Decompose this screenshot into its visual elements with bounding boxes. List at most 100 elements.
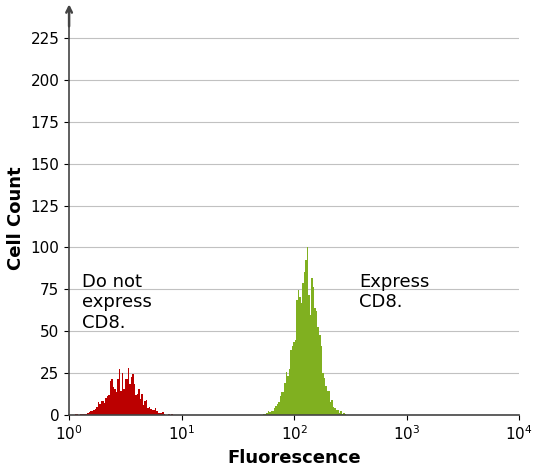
Bar xyxy=(164,413,165,415)
Bar xyxy=(89,412,90,415)
Bar xyxy=(129,384,131,415)
Bar xyxy=(262,414,264,415)
Bar xyxy=(111,379,113,415)
Bar xyxy=(93,410,94,415)
Bar xyxy=(172,414,173,415)
Bar xyxy=(333,407,334,415)
Bar xyxy=(144,401,146,415)
Bar xyxy=(308,295,310,415)
Bar xyxy=(128,368,129,415)
Bar xyxy=(75,414,77,415)
X-axis label: Fluorescence: Fluorescence xyxy=(227,449,361,467)
Bar xyxy=(293,342,295,415)
Bar xyxy=(285,383,286,415)
Bar xyxy=(342,414,343,415)
Bar xyxy=(295,340,296,415)
Bar xyxy=(327,391,328,415)
Bar xyxy=(322,374,323,415)
Bar xyxy=(302,283,304,415)
Bar xyxy=(123,389,125,415)
Bar xyxy=(340,411,342,415)
Bar xyxy=(316,311,318,415)
Bar xyxy=(274,408,275,415)
Bar xyxy=(117,379,119,415)
Bar xyxy=(108,395,110,415)
Bar xyxy=(310,315,312,415)
Bar xyxy=(277,404,278,415)
Bar xyxy=(132,374,134,415)
Y-axis label: Cell Count: Cell Count xyxy=(7,166,25,270)
Bar xyxy=(299,297,301,415)
Bar xyxy=(126,379,128,415)
Bar xyxy=(319,336,321,415)
Bar xyxy=(151,410,152,415)
Bar xyxy=(314,308,316,415)
Bar xyxy=(107,396,108,415)
Text: Do not
express
CD8.: Do not express CD8. xyxy=(82,273,152,332)
Bar xyxy=(92,411,93,415)
Bar xyxy=(83,413,84,415)
Bar xyxy=(334,408,335,415)
Bar xyxy=(159,413,161,415)
Bar xyxy=(301,302,302,415)
Bar xyxy=(264,414,265,415)
Bar xyxy=(153,410,155,415)
Bar xyxy=(345,414,346,415)
Bar xyxy=(84,414,86,415)
Bar xyxy=(292,346,293,415)
Bar xyxy=(287,376,289,415)
Bar xyxy=(275,406,277,415)
Bar xyxy=(116,392,117,415)
Bar xyxy=(289,369,291,415)
Bar xyxy=(122,373,123,415)
Bar xyxy=(136,395,137,415)
Bar xyxy=(94,409,96,415)
Bar xyxy=(110,381,111,415)
Bar xyxy=(271,410,272,415)
Bar xyxy=(168,414,170,415)
Bar xyxy=(149,407,151,415)
Bar xyxy=(146,401,147,415)
Bar xyxy=(155,408,157,415)
Bar xyxy=(157,411,158,415)
Bar xyxy=(269,412,271,415)
Bar xyxy=(281,392,283,415)
Bar xyxy=(113,387,114,415)
Bar xyxy=(291,350,292,415)
Bar xyxy=(280,395,281,415)
Bar xyxy=(312,278,313,415)
Bar xyxy=(161,413,163,415)
Bar xyxy=(119,369,120,415)
Bar xyxy=(152,410,153,415)
Bar xyxy=(90,411,92,415)
Bar xyxy=(87,413,89,415)
Bar xyxy=(137,394,138,415)
Bar xyxy=(323,378,325,415)
Bar xyxy=(101,401,102,415)
Bar xyxy=(313,287,314,415)
Bar xyxy=(335,410,337,415)
Bar xyxy=(298,290,299,415)
Bar xyxy=(318,327,319,415)
Bar xyxy=(331,401,333,415)
Bar xyxy=(143,405,144,415)
Bar xyxy=(77,414,78,415)
Bar xyxy=(265,414,266,415)
Bar xyxy=(125,379,126,415)
Bar xyxy=(140,399,141,415)
Bar xyxy=(96,407,98,415)
Bar xyxy=(141,394,143,415)
Bar xyxy=(268,411,269,415)
Bar xyxy=(79,414,81,415)
Bar xyxy=(321,346,322,415)
Bar xyxy=(296,301,298,415)
Bar xyxy=(163,412,164,415)
Bar xyxy=(99,404,101,415)
Bar xyxy=(307,247,308,415)
Bar xyxy=(131,377,132,415)
Bar xyxy=(329,402,331,415)
Bar xyxy=(114,389,116,415)
Text: Express
CD8.: Express CD8. xyxy=(360,273,430,311)
Bar xyxy=(272,411,274,415)
Bar xyxy=(328,391,329,415)
